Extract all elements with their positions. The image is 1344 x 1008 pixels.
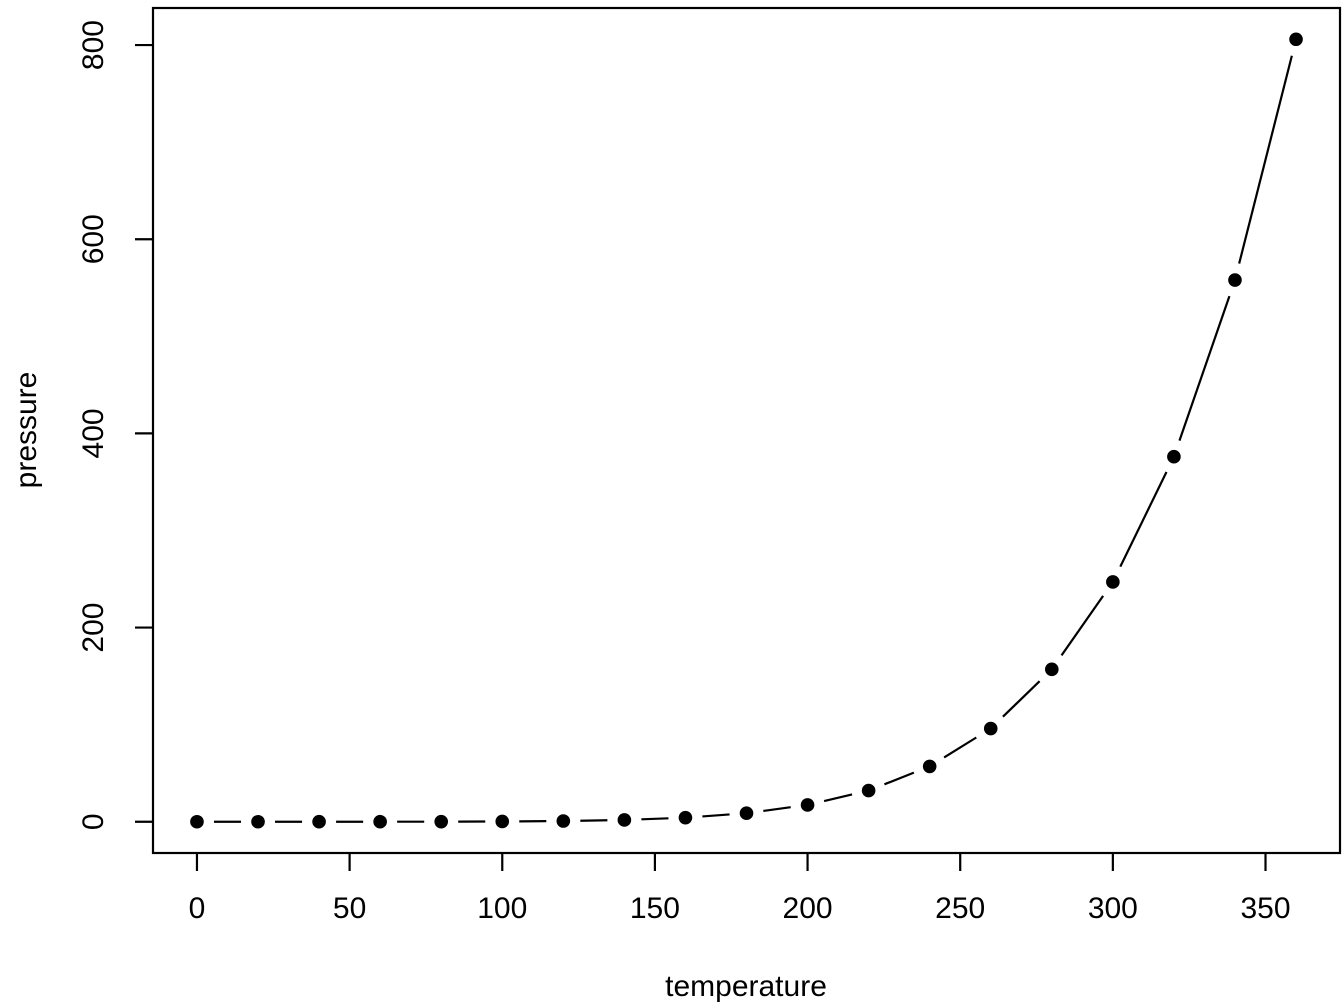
data-point [739, 806, 754, 820]
series-segment [1119, 471, 1168, 568]
data-point [922, 759, 937, 774]
series-segment [641, 817, 669, 821]
data-point [190, 814, 204, 829]
data-point [861, 783, 876, 798]
data-point [495, 814, 510, 829]
series-segment [1060, 595, 1105, 657]
y-tick-label: 400 [77, 408, 110, 458]
y-tick-label: 200 [77, 603, 110, 653]
series-segment [1002, 680, 1041, 718]
y-tick-label: 800 [77, 20, 110, 70]
y-tick-label: 600 [77, 214, 110, 264]
x-tick-label: 0 [189, 892, 206, 925]
x-tick-label: 250 [935, 892, 985, 925]
series-segment [823, 793, 853, 803]
x-tick-label: 150 [630, 892, 680, 925]
data-point [251, 814, 265, 829]
data-point [800, 798, 815, 812]
data-point [556, 814, 571, 828]
x-tick-label: 100 [477, 892, 527, 925]
data-point [1044, 662, 1059, 677]
data-point [434, 814, 449, 829]
data-point [312, 814, 326, 829]
x-axis: 0 50 100 150 200 250 300 350 [189, 853, 1291, 925]
plot-box-group [151, 6, 1342, 855]
series-segment [1178, 295, 1231, 442]
data-point [983, 721, 998, 736]
x-tick-label: 350 [1240, 892, 1290, 925]
data-point [1106, 575, 1120, 589]
data-point [1289, 32, 1303, 47]
series-segment [884, 771, 915, 786]
x-tick-label: 50 [333, 892, 366, 925]
series-segment [702, 813, 730, 818]
data-point [678, 810, 693, 825]
data-series [190, 32, 1303, 829]
series-segment [763, 806, 791, 813]
data-point [1167, 449, 1181, 464]
x-tick-label: 200 [783, 892, 833, 925]
data-point [617, 813, 632, 827]
x-tick-label: 300 [1088, 892, 1138, 925]
series-segment [943, 736, 977, 759]
data-point [1228, 273, 1242, 287]
y-axis-title: pressure [10, 372, 43, 489]
y-tick-label: 0 [77, 813, 110, 830]
x-axis-title: temperature [665, 970, 827, 1003]
series-segment [1238, 55, 1293, 264]
plot-box [151, 6, 1342, 855]
y-axis: 0 200 400 600 800 [77, 20, 153, 830]
data-point [373, 814, 387, 829]
